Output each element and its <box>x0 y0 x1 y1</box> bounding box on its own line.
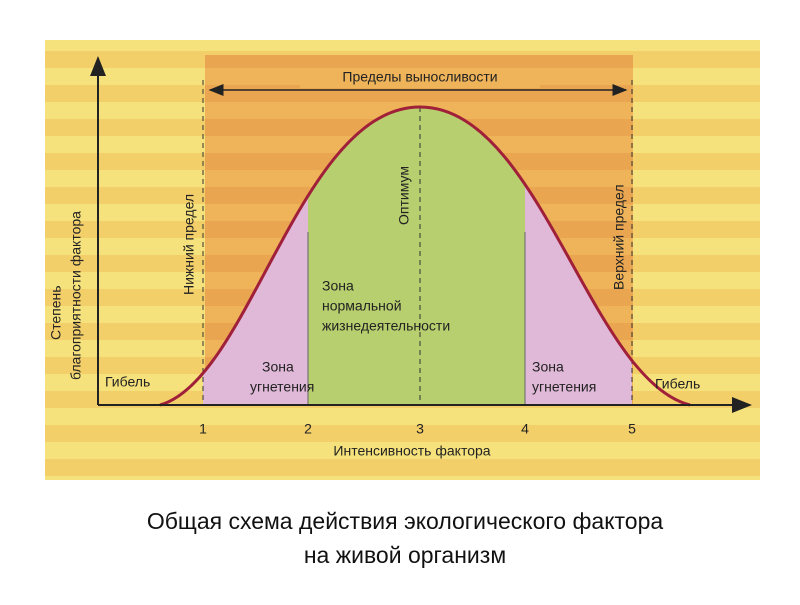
y-axis-label: Степень <box>48 285 64 340</box>
death-label: Гибель <box>655 376 700 392</box>
zone-label: угнетения <box>532 379 596 395</box>
normal-zone-label: жизнедеятельности <box>322 318 450 334</box>
x-tick-label: 2 <box>304 421 312 437</box>
normal-zone-label: нормальной <box>322 298 402 314</box>
x-tick-label: 4 <box>521 421 529 437</box>
zone-label: угнетения <box>250 379 314 395</box>
x-axis-label: Интенсивность фактора <box>333 443 490 459</box>
zone-label: Зона <box>262 359 294 375</box>
lower-limit-label: Нижний предел <box>181 194 197 295</box>
normal-zone-fill <box>308 107 525 405</box>
zone-label: Зона <box>532 359 564 375</box>
upper-limit-label: Верхний предел <box>611 184 627 290</box>
y-axis-label: благоприятности фактора <box>68 211 84 380</box>
optimum-label: Оптимум <box>396 166 412 225</box>
x-tick-label: 5 <box>628 421 636 437</box>
x-tick-label: 1 <box>199 421 207 437</box>
label-bg <box>300 68 540 88</box>
caption: Общая схема действия экологического факт… <box>147 508 664 534</box>
x-tick-label: 3 <box>416 421 424 437</box>
tolerance-curve <box>159 105 691 407</box>
top-label: Пределы выносливости <box>342 69 497 85</box>
caption: на живой организм <box>304 542 506 568</box>
death-label: Гибель <box>105 374 150 390</box>
normal-zone-label: Зона <box>322 278 354 294</box>
